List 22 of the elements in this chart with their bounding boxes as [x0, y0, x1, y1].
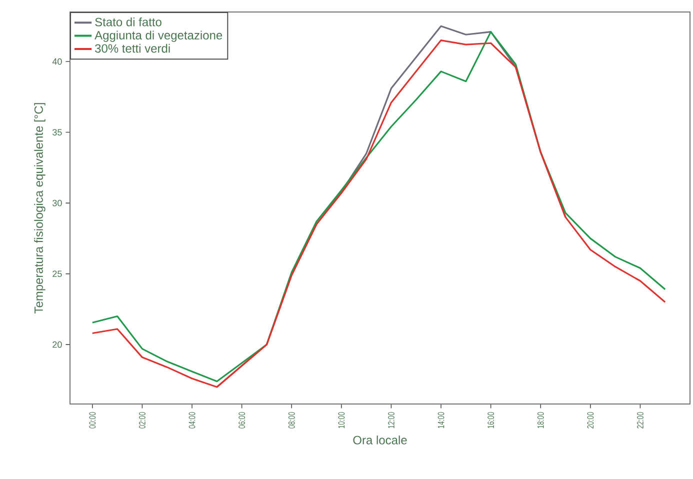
x-tick-label: 08:00	[288, 412, 295, 428]
x-axis-title: Ora locale	[353, 436, 407, 444]
x-tick-label: 14:00	[438, 412, 444, 428]
x-tick-label: 16:00	[488, 412, 494, 428]
x-tick-label: 04:00	[188, 412, 196, 428]
y-tick-label: 30	[52, 200, 62, 206]
x-tick-label: 06:00	[238, 412, 245, 428]
y-tick-label: 25	[52, 270, 62, 277]
x-tick-label: 12:00	[388, 412, 394, 428]
x-tick-label: 02:00	[139, 412, 146, 428]
legend-label: 30% tetti verdi	[95, 44, 170, 53]
x-tick-label: 22:00	[637, 412, 644, 428]
y-tick-label: 20	[52, 341, 62, 348]
legend-label: Stato di fatto	[95, 18, 162, 26]
x-tick-label: 18:00	[537, 412, 544, 428]
x-tick-label: 20:00	[587, 412, 594, 428]
x-tick-label: 00:00	[89, 412, 96, 428]
legend-label: Aggiunta di vegetazione	[94, 30, 222, 42]
x-tick-label: 10:00	[338, 412, 345, 428]
y-axis-title: Temperatura fisiologica equivalente [°C]	[34, 103, 46, 314]
y-tick-label: 35	[52, 129, 62, 136]
y-tick-label: 40	[52, 58, 62, 65]
